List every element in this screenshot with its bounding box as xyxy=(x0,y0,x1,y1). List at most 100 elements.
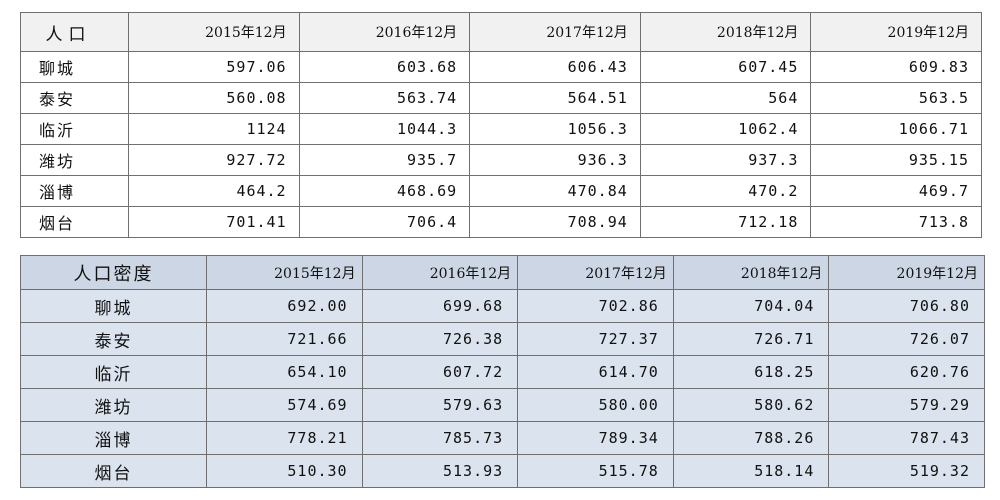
city-label-cell: 临沂 xyxy=(20,355,207,389)
value-cell: 468.69 xyxy=(298,175,471,207)
value-cell: 579.63 xyxy=(361,388,519,422)
column-header-cell: 2016年12月 xyxy=(361,255,519,290)
column-header-cell: 2017年12月 xyxy=(517,255,674,290)
city-label-cell: 烟台 xyxy=(20,206,129,238)
value-cell: 706.4 xyxy=(298,206,471,238)
value-cell: 618.25 xyxy=(672,355,830,389)
population-density-table: 人口密度 2015年12月 2016年12月 2017年12月 2018年12月 2019… xyxy=(20,255,985,488)
value-cell: 560.08 xyxy=(128,82,300,114)
table-row: 淄博 464.2 468.69 470.84 470.2 469.7 xyxy=(20,175,982,207)
value-cell: 927.72 xyxy=(128,144,300,176)
value-cell: 727.37 xyxy=(517,322,674,356)
corner-header-cell: 人口 xyxy=(20,12,129,52)
value-cell: 936.3 xyxy=(469,144,641,176)
value-cell: 515.78 xyxy=(517,454,674,488)
value-cell: 702.86 xyxy=(517,289,674,323)
header-row: 人口 2015年12月 2016年12月 2017年12月 2018年12月 2019年1… xyxy=(20,12,982,52)
population-table-body: 人口 2015年12月 2016年12月 2017年12月 2018年12月 2019年1… xyxy=(20,12,982,238)
value-cell: 788.26 xyxy=(672,421,830,455)
column-header-cell: 2017年12月 xyxy=(469,12,641,52)
column-header-cell: 2016年12月 xyxy=(298,12,471,52)
city-label-cell: 聊城 xyxy=(20,289,207,323)
table-row: 泰安 560.08 563.74 564.51 564 563.5 xyxy=(20,82,982,114)
table-row: 烟台 701.41 706.4 708.94 712.18 713.8 xyxy=(20,206,982,238)
value-cell: 935.7 xyxy=(298,144,471,176)
table-row: 临沂 1124 1044.3 1056.3 1062.4 1066.71 xyxy=(20,113,982,145)
value-cell: 464.2 xyxy=(128,175,300,207)
value-cell: 1124 xyxy=(128,113,300,145)
value-cell: 937.3 xyxy=(639,144,812,176)
city-label-cell: 潍坊 xyxy=(20,388,207,422)
value-cell: 1062.4 xyxy=(639,113,812,145)
value-cell: 713.8 xyxy=(810,206,982,238)
value-cell: 1044.3 xyxy=(298,113,471,145)
value-cell: 614.70 xyxy=(517,355,674,389)
value-cell: 787.43 xyxy=(828,421,985,455)
value-cell: 692.00 xyxy=(206,289,363,323)
value-cell: 574.69 xyxy=(206,388,363,422)
value-cell: 1066.71 xyxy=(810,113,982,145)
value-cell: 1056.3 xyxy=(469,113,641,145)
city-label-cell: 临沂 xyxy=(20,113,129,145)
value-cell: 564 xyxy=(639,82,812,114)
value-cell: 607.45 xyxy=(639,51,812,83)
value-cell: 701.41 xyxy=(128,206,300,238)
value-cell: 597.06 xyxy=(128,51,300,83)
corner-header-cell: 人口密度 xyxy=(20,255,207,290)
density-table-body: 人口密度 2015年12月 2016年12月 2017年12月 2018年12月 2019… xyxy=(20,255,985,488)
table-row: 淄博 778.21 785.73 789.34 788.26 787.43 xyxy=(20,421,985,455)
value-cell: 603.68 xyxy=(298,51,471,83)
value-cell: 564.51 xyxy=(469,82,641,114)
value-cell: 726.38 xyxy=(361,322,519,356)
value-cell: 726.07 xyxy=(828,322,985,356)
value-cell: 654.10 xyxy=(206,355,363,389)
value-cell: 708.94 xyxy=(469,206,641,238)
table-row: 聊城 597.06 603.68 606.43 607.45 609.83 xyxy=(20,51,982,83)
value-cell: 469.7 xyxy=(810,175,982,207)
value-cell: 789.34 xyxy=(517,421,674,455)
table-row: 临沂 654.10 607.72 614.70 618.25 620.76 xyxy=(20,355,985,389)
value-cell: 518.14 xyxy=(672,454,830,488)
table-row: 泰安 721.66 726.38 727.37 726.71 726.07 xyxy=(20,322,985,356)
value-cell: 607.72 xyxy=(361,355,519,389)
column-header-cell: 2019年12月 xyxy=(828,255,985,290)
value-cell: 580.00 xyxy=(517,388,674,422)
city-label-cell: 淄博 xyxy=(20,175,129,207)
value-cell: 935.15 xyxy=(810,144,982,176)
city-label-cell: 淄博 xyxy=(20,421,207,455)
column-header-cell: 2015年12月 xyxy=(206,255,363,290)
value-cell: 579.29 xyxy=(828,388,985,422)
value-cell: 712.18 xyxy=(639,206,812,238)
value-cell: 470.2 xyxy=(639,175,812,207)
table-row: 烟台 510.30 513.93 515.78 518.14 519.32 xyxy=(20,454,985,488)
value-cell: 563.74 xyxy=(298,82,471,114)
value-cell: 470.84 xyxy=(469,175,641,207)
city-label-cell: 烟台 xyxy=(20,454,207,488)
value-cell: 519.32 xyxy=(828,454,985,488)
column-header-cell: 2018年12月 xyxy=(672,255,830,290)
value-cell: 699.68 xyxy=(361,289,519,323)
column-header-cell: 2018年12月 xyxy=(639,12,812,52)
table-row: 聊城 692.00 699.68 702.86 704.04 706.80 xyxy=(20,289,985,323)
value-cell: 609.83 xyxy=(810,51,982,83)
table-row: 潍坊 927.72 935.7 936.3 937.3 935.15 xyxy=(20,144,982,176)
city-label-cell: 潍坊 xyxy=(20,144,129,176)
city-label-cell: 泰安 xyxy=(20,322,207,356)
header-row: 人口密度 2015年12月 2016年12月 2017年12月 2018年12月 2019… xyxy=(20,255,985,290)
value-cell: 606.43 xyxy=(469,51,641,83)
value-cell: 704.04 xyxy=(672,289,830,323)
value-cell: 785.73 xyxy=(361,421,519,455)
value-cell: 706.80 xyxy=(828,289,985,323)
value-cell: 721.66 xyxy=(206,322,363,356)
value-cell: 510.30 xyxy=(206,454,363,488)
column-header-cell: 2015年12月 xyxy=(128,12,300,52)
city-label-cell: 聊城 xyxy=(20,51,129,83)
population-table: 人口 2015年12月 2016年12月 2017年12月 2018年12月 2019年1… xyxy=(20,12,982,238)
column-header-cell: 2019年12月 xyxy=(810,12,982,52)
table-row: 潍坊 574.69 579.63 580.00 580.62 579.29 xyxy=(20,388,985,422)
value-cell: 580.62 xyxy=(672,388,830,422)
value-cell: 620.76 xyxy=(828,355,985,389)
value-cell: 513.93 xyxy=(361,454,519,488)
city-label-cell: 泰安 xyxy=(20,82,129,114)
value-cell: 563.5 xyxy=(810,82,982,114)
